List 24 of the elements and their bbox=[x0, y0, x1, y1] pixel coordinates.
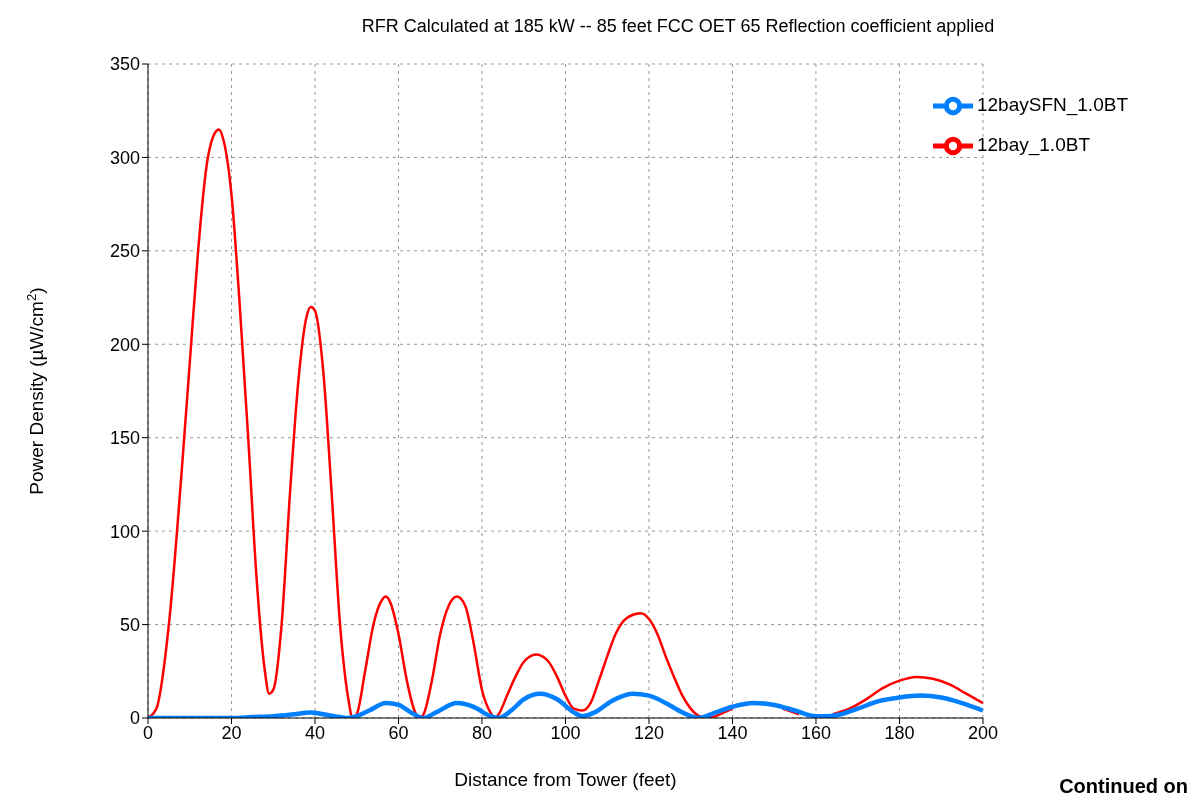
x-tick-label: 160 bbox=[800, 722, 831, 743]
y-tick-label: 350 bbox=[109, 54, 140, 75]
x-tick-label: 60 bbox=[388, 722, 409, 743]
x-axis-title: Distance from Tower (feet) bbox=[454, 769, 677, 790]
x-tick-label: 120 bbox=[633, 722, 664, 743]
x-tick-label: 20 bbox=[221, 722, 242, 743]
y-tick-label: 200 bbox=[109, 334, 140, 355]
legend-label: 12bay_1.0BT bbox=[976, 134, 1090, 156]
chart-title: RFR Calculated at 185 kW -- 85 feet FCC OET 65 Reflection coefficient applied bbox=[360, 16, 996, 37]
x-tick-label: 140 bbox=[717, 722, 748, 743]
legend-label: 12baySFN_1.0BT bbox=[976, 94, 1128, 116]
y-tick-label: 0 bbox=[129, 708, 140, 729]
y-tick-label: 250 bbox=[109, 241, 140, 262]
y-tick-label: 300 bbox=[109, 147, 140, 168]
y-tick-label: 50 bbox=[119, 614, 140, 635]
y-tick-label: 150 bbox=[109, 428, 140, 449]
x-tick-label: 180 bbox=[884, 722, 915, 743]
x-tick-label: 100 bbox=[550, 722, 581, 743]
y-tick-label: 100 bbox=[109, 521, 140, 542]
x-tick-label: 0 bbox=[142, 722, 154, 743]
text: Continued on bbox=[1059, 775, 1188, 798]
x-tick-label: 40 bbox=[304, 722, 326, 743]
x-tick-label: 80 bbox=[471, 722, 492, 743]
x-tick-label: 200 bbox=[967, 722, 998, 743]
